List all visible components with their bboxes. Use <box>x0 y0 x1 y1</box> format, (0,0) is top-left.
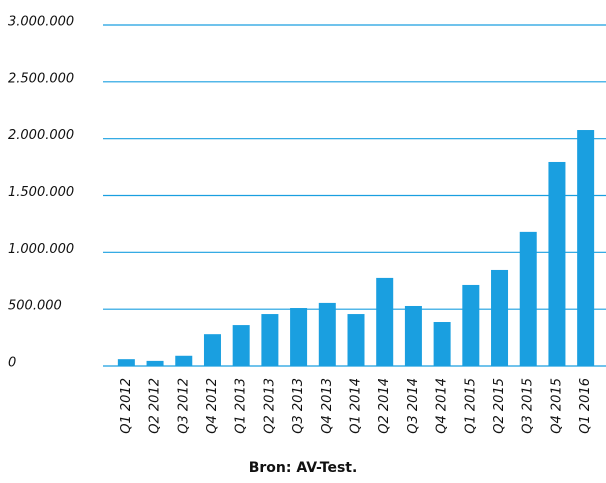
bar <box>146 360 164 366</box>
x-tick-label: Q4 2013 <box>320 378 335 434</box>
y-tick-label: 500.000 <box>8 299 62 314</box>
bar <box>347 314 365 366</box>
bar <box>376 277 394 366</box>
bar <box>318 302 336 366</box>
bar <box>203 334 221 366</box>
y-tick-label: 1.500.000 <box>8 185 74 200</box>
x-tick-label: Q3 2014 <box>406 378 421 434</box>
x-tick-label: Q3 2015 <box>521 378 536 434</box>
x-tick-label: Q3 2012 <box>176 378 191 434</box>
y-tick-label: 2.500.000 <box>8 71 74 86</box>
x-tick-label: Q1 2014 <box>349 378 364 434</box>
bar <box>175 355 193 366</box>
bar <box>290 308 308 366</box>
caption: Bron: AV-Test. <box>249 460 358 476</box>
x-tick-label: Q1 2013 <box>234 378 249 434</box>
bar <box>548 161 566 366</box>
y-tick-label: 1.000.000 <box>8 242 74 257</box>
x-tick-label: Q4 2014 <box>435 378 450 434</box>
x-tick-label: Q3 2013 <box>291 378 306 434</box>
bar <box>232 325 250 366</box>
bar <box>462 284 480 366</box>
bar <box>491 269 509 366</box>
bar <box>117 359 135 366</box>
bar <box>433 322 451 366</box>
x-tick-label: Q1 2012 <box>119 378 134 434</box>
y-tick-label: 2.000.000 <box>8 128 74 143</box>
x-tick-label: Q1 2016 <box>578 378 593 434</box>
bar <box>404 305 422 366</box>
x-tick-label: Q4 2012 <box>205 378 220 434</box>
x-tick-label: Q2 2013 <box>262 378 277 434</box>
x-tick-label: Q2 2014 <box>377 378 392 434</box>
y-tick-label: 3.000.000 <box>8 15 74 30</box>
bar <box>519 231 537 366</box>
y-tick-label: 0 <box>8 356 16 371</box>
bar <box>261 314 279 366</box>
bar <box>577 130 595 366</box>
x-tick-label: Q4 2015 <box>549 378 564 434</box>
x-tick-label: Q2 2012 <box>148 378 163 434</box>
x-tick-label: Q2 2015 <box>492 378 507 434</box>
x-tick-label: Q1 2015 <box>463 378 478 434</box>
